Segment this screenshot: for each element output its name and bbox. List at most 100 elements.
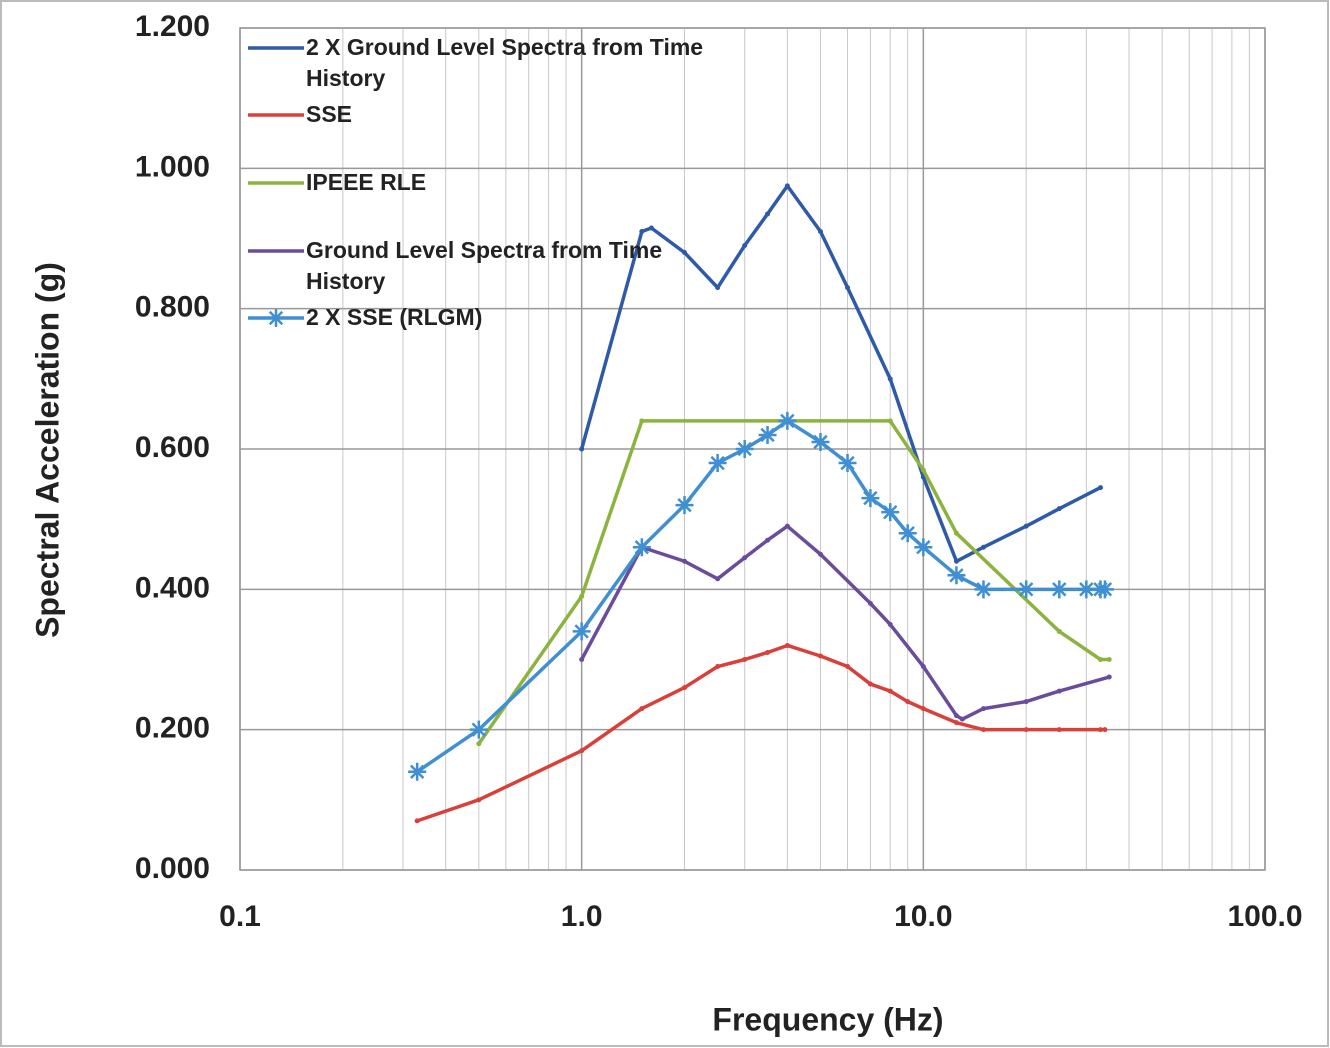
marker [980, 544, 986, 550]
marker [887, 688, 893, 694]
marker [817, 228, 823, 234]
marker [1056, 628, 1062, 634]
marker [905, 699, 911, 705]
marker [1017, 580, 1036, 599]
marker [817, 653, 823, 659]
y-tick-label: 0.600 [135, 431, 210, 464]
marker [959, 716, 965, 722]
y-tick-label: 1.000 [135, 150, 210, 183]
marker [1102, 727, 1108, 733]
x-tick-label: 0.1 [219, 900, 261, 933]
legend-label: 2 X Ground Level Spectra from Time Histo… [306, 34, 704, 91]
y-axis-label: Spectral Acceleration (g) [29, 262, 65, 638]
marker [1056, 506, 1062, 512]
legend-swatch [248, 309, 304, 327]
marker [742, 657, 748, 662]
marker [765, 211, 771, 217]
marker [1097, 485, 1103, 491]
marker [980, 727, 986, 733]
series [414, 642, 1108, 824]
y-tick-label: 0.400 [135, 571, 210, 604]
series-line [416, 419, 1105, 774]
marker [572, 622, 591, 641]
marker [914, 538, 933, 557]
marker [845, 664, 851, 670]
x-tick-label: 100.0 [1227, 900, 1302, 933]
legend-label: IPEEE RLE [306, 169, 427, 195]
marker [469, 720, 488, 739]
marker [715, 285, 721, 291]
legend-label: SSE [306, 101, 353, 127]
marker [682, 558, 688, 564]
marker [1023, 523, 1029, 529]
legend-item: 2 X Ground Level Spectra from Time Histo… [246, 32, 726, 94]
marker [838, 454, 857, 473]
marker [715, 664, 721, 670]
marker [953, 558, 959, 564]
marker [682, 250, 688, 256]
marker [887, 376, 893, 382]
marker [947, 566, 966, 585]
marker [579, 657, 585, 662]
legend-swatch [248, 249, 304, 253]
marker [758, 425, 777, 444]
legend-swatch [248, 181, 304, 185]
marker [579, 748, 585, 754]
legend-item: IPEEE RLE [246, 167, 726, 198]
marker [887, 621, 893, 627]
legend-label: Ground Level Spectra from Time History [306, 237, 663, 294]
marker [778, 411, 797, 430]
marker [742, 555, 748, 561]
legend-item: SSE [246, 99, 726, 130]
series [579, 523, 1112, 722]
marker [953, 713, 959, 719]
legend-label: 2 X SSE (RLGM) [306, 304, 483, 330]
x-tick-label: 10.0 [894, 900, 952, 933]
marker [867, 681, 873, 687]
marker [784, 183, 790, 189]
marker [867, 600, 873, 606]
marker [953, 530, 959, 536]
marker [765, 537, 771, 543]
marker [267, 309, 285, 327]
marker [1077, 580, 1096, 599]
marker [920, 664, 926, 670]
marker [920, 706, 926, 712]
series [476, 418, 1112, 747]
marker [414, 818, 420, 824]
marker [980, 706, 986, 712]
legend-item: Ground Level Spectra from Time History [246, 235, 726, 297]
marker [742, 243, 748, 249]
marker [1056, 727, 1062, 733]
x-tick-label: 1.0 [561, 900, 603, 933]
marker [784, 642, 790, 648]
marker [715, 576, 721, 582]
marker [974, 580, 993, 599]
series [408, 411, 1114, 781]
y-tick-label: 0.200 [135, 712, 210, 745]
marker [1097, 727, 1103, 733]
marker [1106, 657, 1112, 662]
y-tick-label: 0.000 [135, 852, 210, 885]
marker [675, 496, 694, 515]
marker [632, 538, 651, 557]
marker [784, 523, 790, 529]
y-tick-label: 1.200 [135, 10, 210, 43]
marker [476, 741, 482, 747]
marker [887, 418, 893, 424]
marker [881, 503, 900, 522]
marker [735, 440, 754, 458]
legend-swatch [248, 46, 304, 50]
marker [708, 454, 727, 473]
marker [1097, 657, 1103, 662]
marker [1050, 580, 1069, 599]
marker [811, 432, 830, 451]
marker [639, 228, 645, 234]
marker [861, 489, 880, 508]
legend-item: 2 X SSE (RLGM) [246, 302, 726, 333]
marker [639, 418, 645, 424]
y-tick-label: 0.800 [135, 291, 210, 324]
marker [579, 446, 585, 452]
